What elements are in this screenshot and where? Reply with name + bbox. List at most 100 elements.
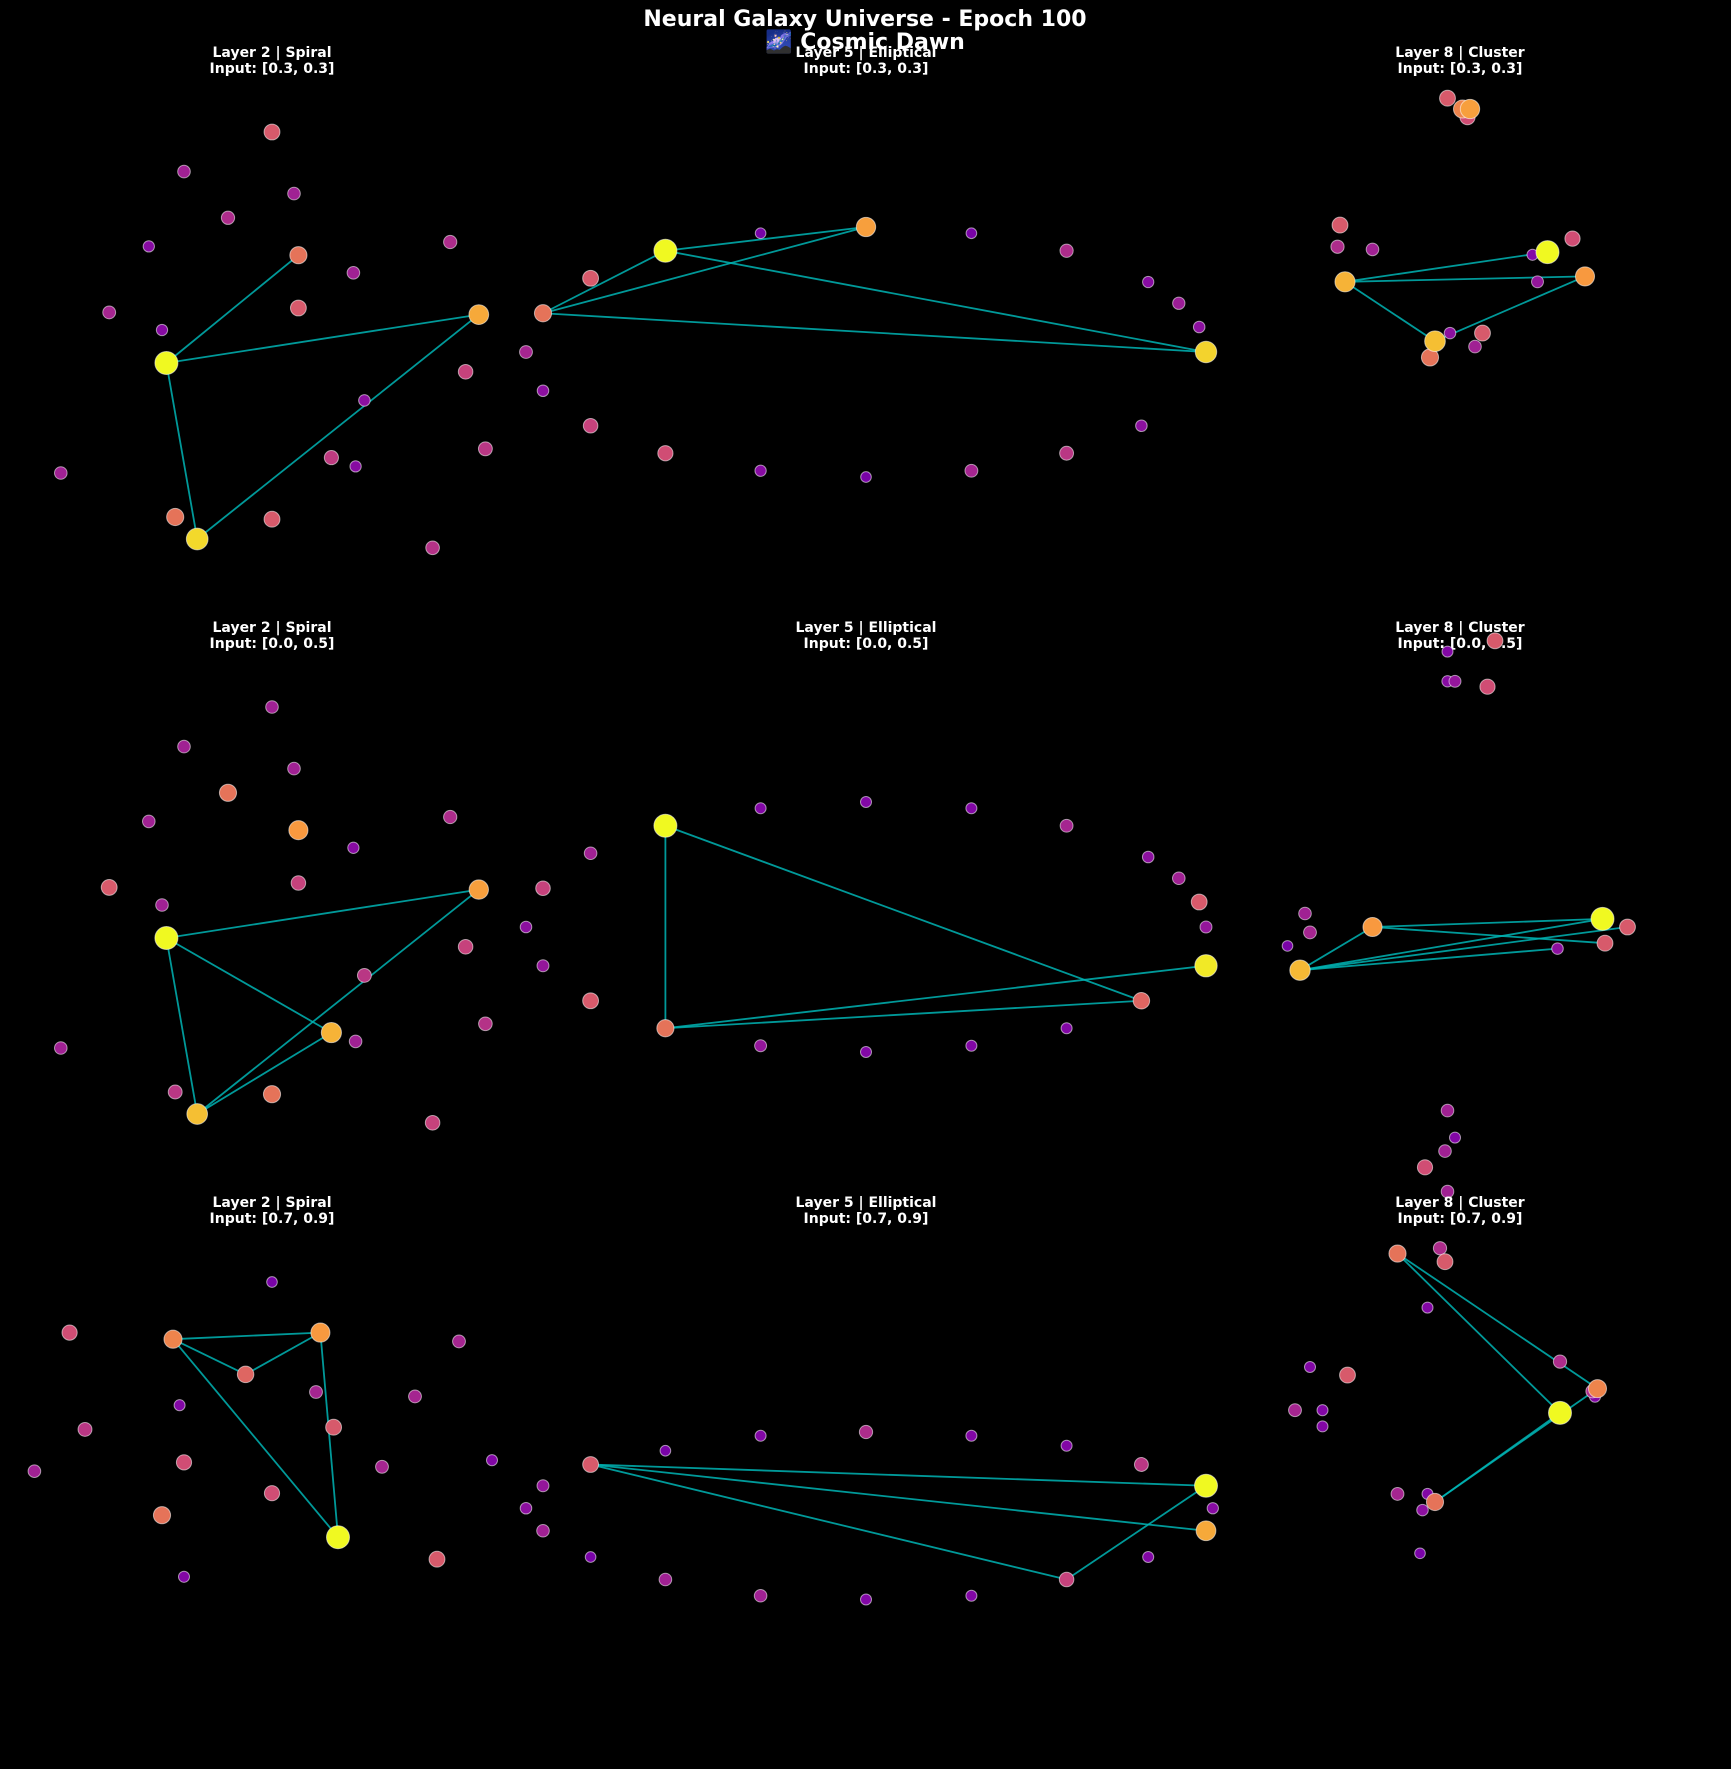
neuron-star — [1564, 230, 1581, 247]
neuron-star — [220, 210, 236, 225]
panel-title: Layer 2 | Spiral — [213, 1195, 332, 1211]
neuron-star — [100, 878, 118, 896]
neuron-star — [1574, 266, 1596, 287]
panel-title: Layer 8 | Cluster — [1395, 620, 1525, 636]
connection-edge — [172, 1338, 339, 1538]
neuron-star — [1414, 1547, 1426, 1560]
neuron-star — [1440, 1184, 1455, 1199]
connection-edge — [1299, 926, 1373, 971]
neuron-star — [1142, 1550, 1155, 1564]
neuron-star — [1416, 1503, 1429, 1517]
neuron-star — [753, 1588, 768, 1603]
connection-edge — [166, 313, 479, 364]
neuron-star — [533, 304, 553, 323]
connection-edge — [542, 249, 666, 315]
neuron-star — [1135, 419, 1148, 433]
connection-edge — [590, 1463, 1067, 1581]
neuron-star — [142, 240, 155, 253]
neuron-star — [1059, 243, 1074, 258]
panel-input-label: Input: [0.7, 0.9] — [804, 1211, 929, 1227]
neuron-star — [858, 1424, 874, 1440]
connection-edge — [1066, 1485, 1207, 1581]
connection-edge — [590, 1463, 1207, 1487]
panel-title: Layer 5 | Elliptical — [796, 45, 937, 61]
neuron-star — [477, 441, 493, 457]
connection-edge — [1396, 1252, 1561, 1414]
neuron-star — [263, 1485, 281, 1502]
connection-edge — [196, 313, 480, 540]
neuron-star — [1443, 326, 1457, 340]
neuron-star — [325, 1418, 343, 1436]
panel-input-label: Input: [0.3, 0.3] — [210, 61, 335, 77]
connection-edge — [665, 999, 1142, 1030]
connection-edge — [245, 1331, 321, 1376]
neuron-star — [754, 802, 767, 815]
neuron-star — [1441, 645, 1454, 658]
neuron-star — [1439, 89, 1456, 107]
neuron-star — [536, 1523, 550, 1538]
panel-input-label: Input: [0.7, 0.9] — [1398, 1211, 1523, 1227]
neuron-star — [177, 1570, 191, 1583]
neuron-star — [1289, 959, 1311, 981]
neuron-star — [859, 795, 873, 809]
neuron-star — [185, 527, 209, 551]
neuron-star — [1587, 1379, 1608, 1399]
neuron-star — [163, 1329, 183, 1349]
neuron-star — [142, 814, 156, 829]
neuron-star — [167, 1084, 183, 1100]
neuron-star — [1142, 275, 1155, 289]
neuron-star — [1316, 1420, 1329, 1433]
neuron-star — [1194, 954, 1218, 978]
neuron-star — [173, 1399, 186, 1412]
neuron-star — [1316, 1404, 1329, 1417]
connection-edge — [1344, 275, 1586, 283]
panel-title: Layer 8 | Cluster — [1395, 1195, 1525, 1211]
panel-title: Layer 5 | Elliptical — [796, 620, 937, 636]
connection-edge — [1372, 926, 1606, 945]
neuron-star — [1281, 940, 1294, 952]
neuron-star — [266, 1276, 278, 1288]
neuron-star — [1199, 920, 1213, 934]
neuron-star — [1531, 275, 1544, 289]
neuron-star — [263, 510, 281, 528]
neuron-star — [323, 450, 339, 466]
connection-edge — [1372, 918, 1603, 928]
neuron-star — [583, 846, 598, 861]
neuron-star — [1060, 1022, 1073, 1035]
neuron-star — [754, 227, 767, 240]
connection-edge — [1434, 275, 1586, 343]
neuron-star — [1206, 1502, 1219, 1515]
neuron-star — [965, 1589, 978, 1602]
neuron-star — [859, 1593, 873, 1606]
neuron-star — [154, 926, 179, 950]
neuron-star — [236, 1365, 255, 1384]
neuron-star — [653, 238, 678, 263]
neuron-star — [1365, 242, 1380, 257]
connection-edge — [1344, 251, 1548, 283]
neuron-star — [54, 466, 68, 480]
neuron-star — [535, 880, 551, 897]
neuron-star — [175, 1454, 193, 1471]
neuron-star — [424, 1115, 441, 1131]
neuron-star — [1133, 1457, 1149, 1472]
neuron-star — [177, 164, 191, 179]
neuron-star — [1425, 1492, 1445, 1512]
neuron-star — [656, 1019, 675, 1038]
neuron-star — [457, 364, 474, 380]
neuron-star — [425, 540, 440, 556]
neuron-star — [1596, 934, 1614, 952]
neuron-star — [27, 1464, 42, 1478]
neuron-star — [1486, 632, 1504, 650]
panel-input-label: Input: [0.0, 0.5] — [210, 636, 335, 652]
connection-edge — [665, 226, 867, 252]
neuron-star — [262, 1085, 282, 1104]
neuron-star — [536, 1479, 550, 1493]
neuron-star — [1303, 925, 1317, 940]
